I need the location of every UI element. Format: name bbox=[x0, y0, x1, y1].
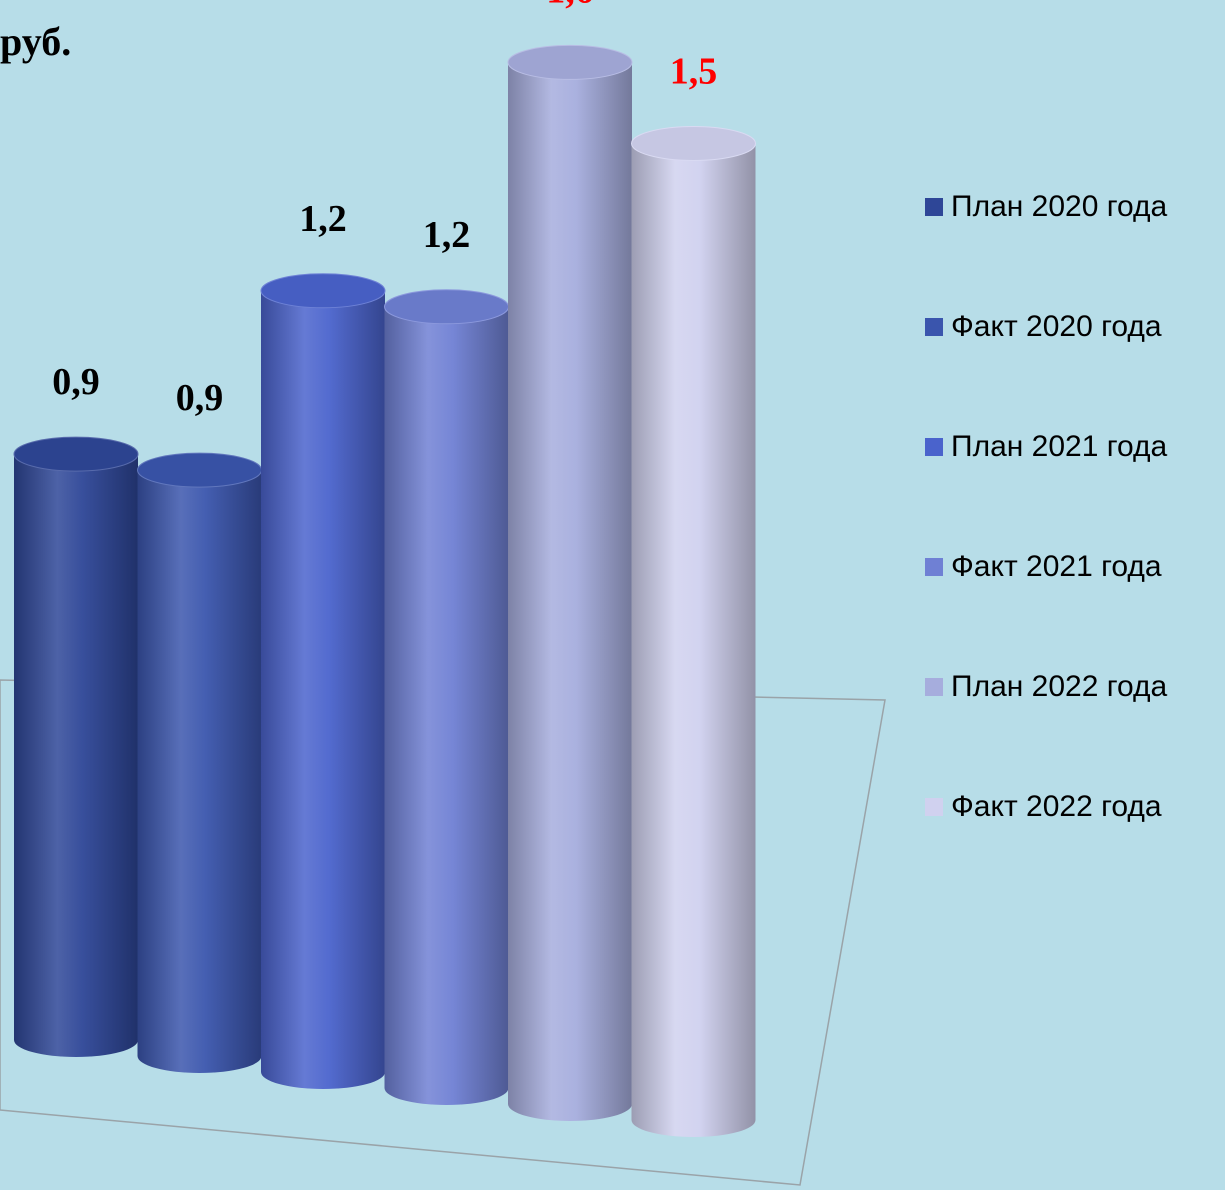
bar-body bbox=[384, 306, 509, 1105]
value-labels-group: 0,9 0,9 1,2 1,2 1,6 1,5 bbox=[52, 0, 717, 419]
bar-body bbox=[261, 290, 385, 1089]
bar-top bbox=[631, 126, 756, 161]
legend-item: Факт 2022 года bbox=[925, 790, 1162, 824]
value-label: 1,6 bbox=[546, 0, 594, 11]
unit-label: руб. bbox=[0, 19, 72, 64]
legend-item: Факт 2020 года bbox=[925, 310, 1162, 344]
legend-label: План 2022 года bbox=[951, 670, 1168, 703]
bar-1 bbox=[13, 436, 139, 1058]
legend-label: План 2021 года bbox=[951, 430, 1168, 463]
bar-body bbox=[137, 470, 262, 1074]
legend-label: Факт 2021 года bbox=[951, 550, 1162, 583]
bar-top bbox=[507, 44, 633, 80]
bar-6 bbox=[631, 126, 756, 1137]
value-label: 1,5 bbox=[670, 51, 718, 93]
bar-top bbox=[384, 289, 509, 325]
value-label: 0,9 bbox=[52, 361, 100, 403]
bar-top bbox=[260, 273, 386, 309]
value-label: 1,2 bbox=[423, 214, 471, 256]
bar-4 bbox=[384, 289, 509, 1105]
legend-swatch bbox=[925, 558, 943, 576]
value-label: 0,9 bbox=[176, 377, 224, 419]
legend-item: План 2022 года bbox=[925, 670, 1167, 704]
bar-body bbox=[508, 62, 632, 1121]
legend-swatch bbox=[925, 198, 943, 216]
bar-body bbox=[14, 454, 138, 1058]
bars-group bbox=[13, 44, 756, 1137]
legend-swatch bbox=[925, 798, 943, 816]
bar-body bbox=[631, 143, 756, 1137]
legend-item: План 2021 года bbox=[925, 430, 1167, 464]
legend-label: Факт 2020 года bbox=[951, 310, 1162, 343]
chart-floor bbox=[0, 679, 886, 1186]
bar-top bbox=[137, 452, 262, 488]
legend-item: План 2020 года bbox=[925, 190, 1167, 224]
bar-5 bbox=[507, 44, 633, 1121]
legend-swatch bbox=[925, 438, 943, 456]
value-label: 1,2 bbox=[299, 198, 347, 240]
legend-label: Факт 2022 года bbox=[951, 790, 1162, 823]
legend-label: План 2020 года bbox=[951, 190, 1168, 223]
legend-swatch bbox=[925, 318, 943, 336]
bar-2 bbox=[137, 452, 262, 1074]
bar-top bbox=[13, 436, 139, 472]
legend-item: Факт 2021 года bbox=[925, 550, 1162, 584]
legend-swatch bbox=[925, 678, 943, 696]
bar-3 bbox=[260, 273, 386, 1089]
floor-outline bbox=[0, 679, 886, 1186]
